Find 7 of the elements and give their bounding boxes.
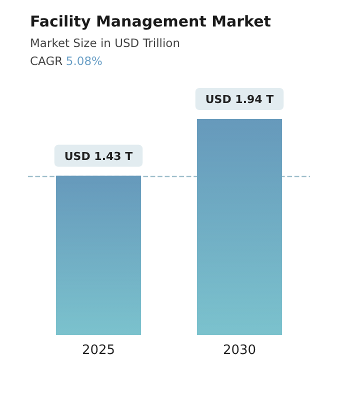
chart-title: Facility Management Market — [30, 12, 271, 30]
chart-subtitle: Market Size in USD Trillion — [30, 36, 180, 50]
x-tick-label: 2030 — [222, 343, 256, 358]
data-label: USD 1.94 T — [205, 93, 274, 106]
text: CAGR 5.08% — [30, 54, 103, 68]
data-label: USD 1.43 T — [64, 150, 134, 163]
x-tick-label: 2025 — [82, 343, 116, 358]
